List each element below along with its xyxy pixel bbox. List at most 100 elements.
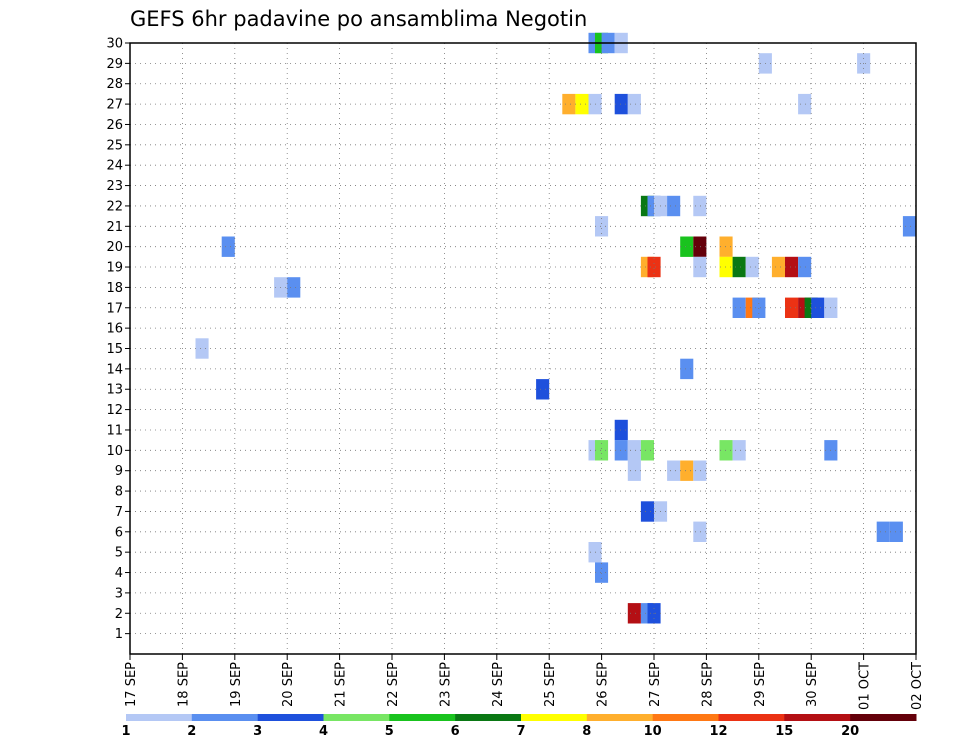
x-tick-label: 19 SEP: [229, 662, 244, 707]
legend-swatch: [455, 714, 522, 721]
y-tick-label: 10: [106, 444, 123, 459]
x-tick-label: 21 SEP: [334, 662, 349, 707]
y-tick-label: 12: [106, 403, 123, 418]
precip-cell: [732, 256, 746, 278]
y-tick-label: 7: [115, 505, 123, 520]
y-tick-label: 9: [115, 464, 123, 479]
x-tick-label: 30 SEP: [805, 662, 820, 707]
x-tick-label: 29 SEP: [753, 662, 768, 707]
y-tick-label: 17: [106, 301, 123, 316]
precip-cell: [614, 93, 628, 115]
legend-label: 5: [385, 724, 394, 739]
precip-cell: [719, 440, 733, 461]
precip-cell: [693, 521, 707, 542]
legend-swatch: [323, 714, 390, 721]
precip-cell: [640, 440, 654, 461]
legend-label: 15: [775, 724, 793, 739]
y-tick-label: 3: [115, 586, 123, 601]
y-tick-label: 20: [106, 240, 123, 255]
precip-cell: [693, 256, 707, 278]
y-tick-label: 1: [115, 627, 123, 642]
precip-cell: [595, 440, 609, 461]
precipitation-cells: [195, 32, 916, 624]
precip-cell: [667, 195, 681, 217]
precip-cell: [785, 256, 799, 278]
precip-cell: [614, 440, 628, 461]
y-tick-label: 26: [106, 118, 123, 133]
precip-cell: [798, 93, 812, 115]
legend-swatch: [586, 714, 654, 721]
precip-cell: [627, 603, 641, 624]
x-tick-label: 23 SEP: [438, 662, 453, 707]
legend-label: 8: [582, 724, 591, 739]
y-tick-label: 13: [106, 383, 123, 398]
legend-label: 4: [319, 724, 328, 739]
legend-swatch: [126, 714, 193, 721]
y-tick-label: 16: [106, 322, 123, 337]
x-tick-label: 24 SEP: [491, 662, 506, 707]
precip-cell: [195, 338, 209, 359]
precip-cell: [221, 236, 235, 257]
legend-swatch: [389, 714, 456, 721]
x-axis: 17 SEP 18 SEP 19 SEP 20 SEP 21 SEP 22 SEP 23 S…: [124, 654, 925, 710]
precip-cell: [902, 216, 916, 237]
legend-swatch: [718, 714, 785, 721]
x-tick-label: 18 SEP: [176, 662, 191, 707]
precip-cell: [287, 277, 301, 298]
precip-cell: [595, 562, 609, 583]
precip-cell: [771, 256, 785, 278]
y-tick-label: 23: [106, 179, 123, 194]
precip-cell: [627, 460, 641, 481]
precip-cell: [732, 297, 746, 318]
y-tick-label: 27: [106, 98, 123, 113]
precip-cell: [798, 256, 812, 278]
y-tick-label: 14: [106, 362, 123, 377]
x-tick-label: 25 SEP: [543, 662, 558, 707]
chart-title: GEFS 6hr padavine po ansamblima Negotin: [130, 7, 587, 31]
y-tick-label: 28: [106, 77, 123, 92]
legend-label: 2: [187, 724, 196, 739]
y-tick-label: 22: [106, 199, 123, 214]
y-tick-label: 5: [115, 546, 123, 561]
precip-cell: [745, 256, 759, 278]
y-tick-label: 15: [106, 342, 123, 357]
precip-cell: [627, 440, 641, 461]
precip-cell: [752, 297, 766, 318]
precip-cell: [647, 256, 661, 278]
precip-cell: [680, 460, 694, 481]
x-tick-label: 01 OCT: [858, 662, 873, 710]
precip-cell: [614, 419, 628, 441]
precip-cell: [536, 379, 550, 400]
precip-cell: [876, 521, 890, 542]
legend-swatch: [652, 714, 719, 721]
x-tick-label: 20 SEP: [281, 662, 296, 707]
y-tick-label: 29: [106, 57, 123, 72]
precip-cell: [693, 236, 707, 257]
precip-cell: [719, 236, 733, 257]
precip-cell: [595, 216, 609, 237]
y-tick-label: 21: [106, 220, 123, 235]
y-tick-label: 19: [106, 261, 123, 276]
precip-cell: [693, 460, 707, 481]
y-tick-label: 30: [106, 37, 123, 52]
legend-label: 20: [841, 724, 859, 739]
legend-label: 1: [121, 724, 130, 739]
plot-frame: [129, 42, 917, 655]
precip-cell: [640, 501, 654, 522]
x-tick-label: 27 SEP: [648, 662, 663, 707]
y-tick-label: 6: [115, 525, 123, 540]
legend-label: 3: [253, 724, 262, 739]
legend-swatch: [257, 714, 324, 721]
precip-cell: [562, 93, 576, 115]
precip-cell: [693, 195, 707, 217]
precip-cell: [575, 93, 589, 115]
legend-label: 12: [709, 724, 727, 739]
precip-cell: [680, 236, 694, 257]
y-tick-label: 18: [106, 281, 123, 296]
precip-cell: [732, 440, 746, 461]
precip-cell: [719, 256, 733, 278]
legend-swatch: [521, 714, 588, 721]
precip-cell: [889, 521, 903, 542]
legend-swatch: [784, 714, 851, 721]
